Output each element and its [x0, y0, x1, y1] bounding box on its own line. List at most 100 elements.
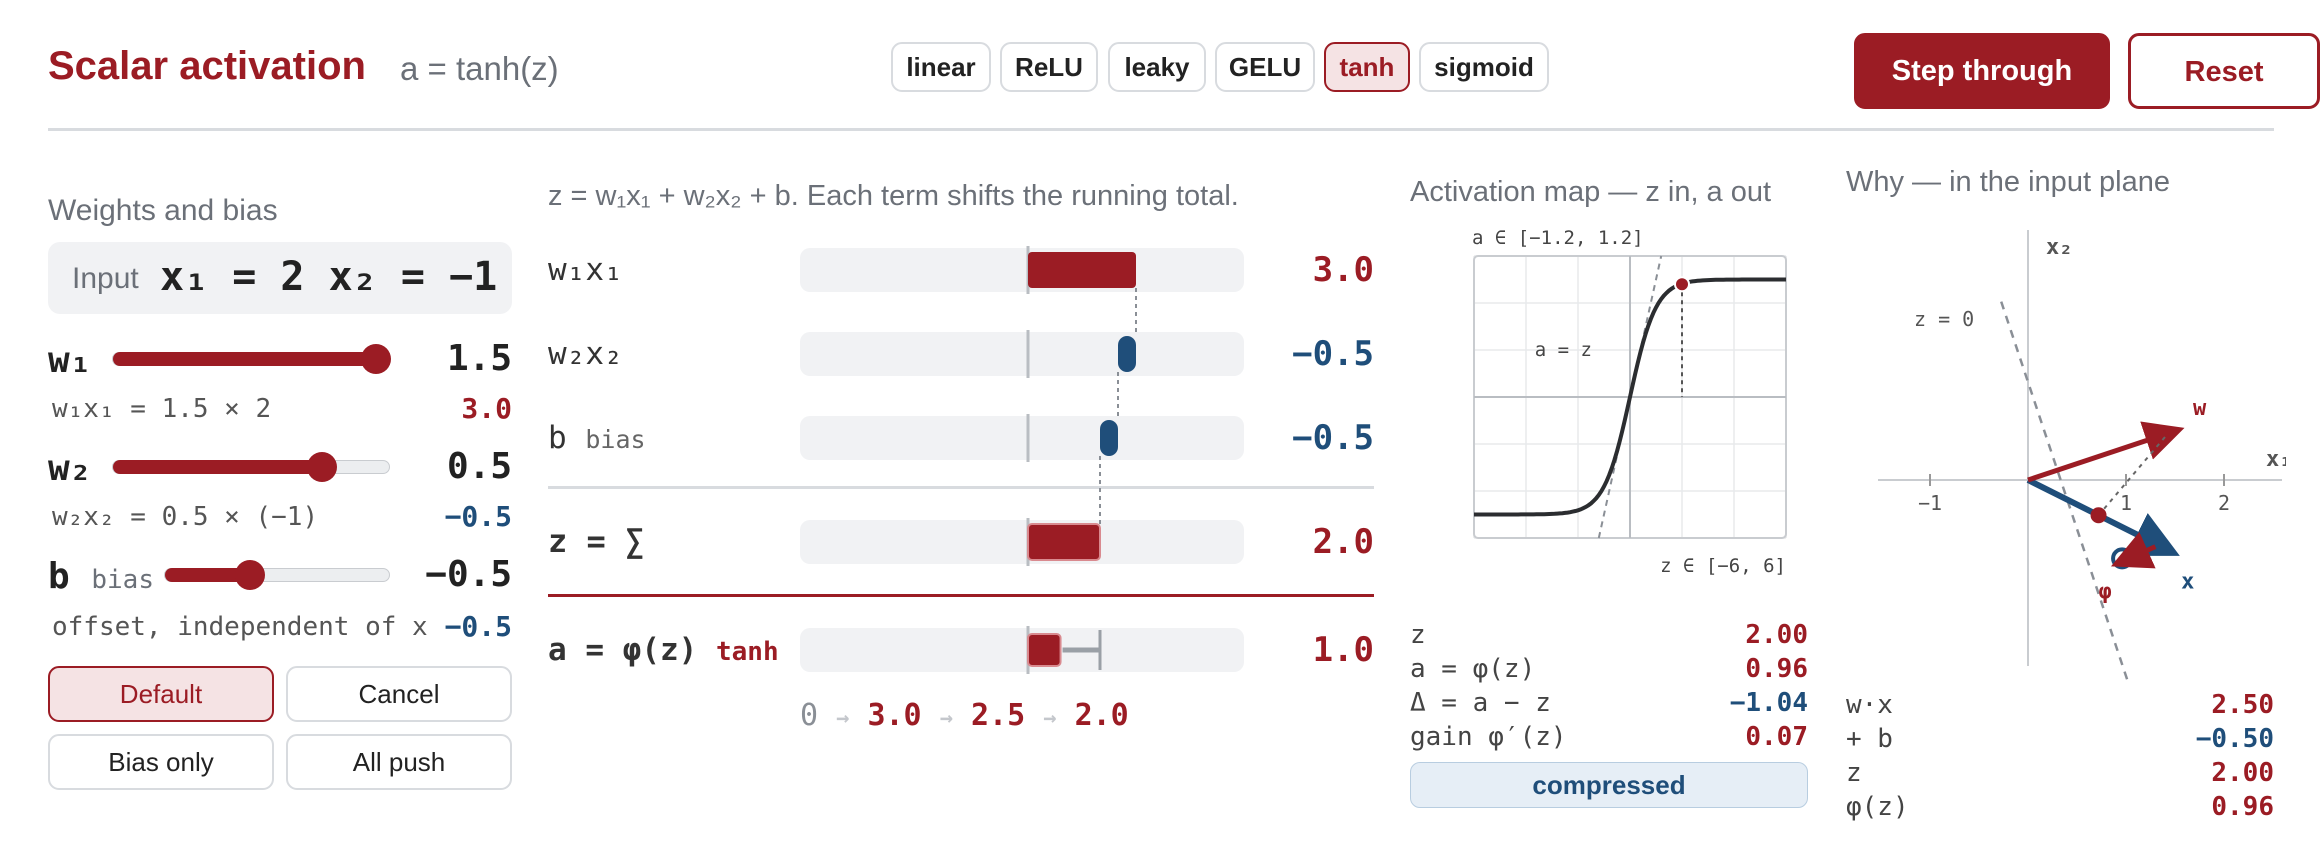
plane-stat-label: z	[1846, 758, 1862, 788]
w2-slider-handle[interactable]	[307, 452, 337, 482]
formula-text: a = tanh(z)	[400, 50, 559, 87]
step-through-button[interactable]: Step through	[1854, 33, 2110, 109]
bias-slider-handle[interactable]	[235, 560, 265, 590]
w2-value: 0.5	[446, 446, 512, 487]
activation-divider	[548, 594, 1374, 597]
plane-stat-label: w·x	[1846, 690, 1893, 720]
stat-label: z	[1410, 620, 1426, 650]
z-range-label: z ∈ [−6, 6]	[1660, 555, 1786, 577]
w-vector-label: w	[2193, 396, 2207, 421]
term-track-bias	[800, 416, 1244, 460]
plane-stat-label: φ(z)	[1846, 792, 1909, 822]
app-title: Scalar activation	[48, 44, 366, 88]
z-row-label: z = ∑	[548, 522, 645, 560]
activation-map-title: Activation map — z in, a out	[1410, 176, 1772, 208]
stat-value: −1.04	[1729, 688, 1808, 718]
tab-sigmoid[interactable]: sigmoid	[1419, 42, 1549, 92]
trace-arrow-2: →	[939, 706, 953, 731]
stat-value: 2.00	[1745, 620, 1808, 650]
sum-divider	[548, 486, 1374, 489]
reset-button[interactable]: Reset	[2128, 33, 2320, 109]
plane-stat-value: −0.50	[2195, 724, 2274, 754]
input-label: Input	[72, 262, 139, 295]
preset-cancel-button[interactable]: Cancel	[286, 666, 512, 722]
row-label-w2x2: w₂x₂	[548, 336, 623, 372]
trace-step-2: 2.5	[971, 698, 1026, 733]
input-value: x₁ = 2 x₂ = −1	[160, 254, 498, 300]
running-trace: 0 → 3.0 → 2.5 → 2.0	[800, 698, 1129, 733]
tab-leaky[interactable]: leaky	[1108, 42, 1206, 92]
stat-value: 0.07	[1745, 722, 1808, 752]
term-value-w2x2: −0.5	[1292, 334, 1374, 374]
stat-value: 0.96	[1745, 654, 1808, 684]
w1-slider-fill	[113, 352, 387, 366]
compressed-badge: compressed	[1410, 762, 1808, 808]
w2-product-value: −0.5	[444, 500, 512, 533]
trace-arrow-1: →	[836, 706, 850, 731]
w1-product-desc: w₁x₁ = 1.5 × 2	[52, 394, 272, 424]
tanh-curve	[1474, 277, 1786, 517]
w1-slider[interactable]	[112, 344, 391, 374]
param-name-w1: w₁	[48, 340, 92, 381]
a-range-label: a ∈ [−1.2, 1.2]	[1472, 227, 1644, 249]
x2-axis-label: x₂	[2046, 235, 2073, 260]
plane-tick-label: 2	[2218, 491, 2230, 515]
plane-stat-value: 2.00	[2211, 758, 2274, 788]
param-name-w2: w₂	[48, 448, 92, 489]
term-value-bias: −0.5	[1292, 418, 1374, 458]
tab-relu[interactable]: ReLU	[1000, 42, 1098, 92]
trace-step-1: 3.0	[867, 698, 922, 733]
bias-desc-value: −0.5	[444, 610, 512, 643]
term-value-w1x1: 3.0	[1312, 250, 1374, 290]
a-row-label: a = φ(z) tanh	[548, 632, 779, 668]
boundary-label: z = 0	[1914, 307, 1974, 331]
term-track-w2x2	[800, 332, 1244, 376]
x1-axis-label: x₁	[2266, 447, 2286, 472]
tab-tanh[interactable]: tanh	[1324, 42, 1410, 92]
trace-arrow-3: →	[1043, 706, 1057, 731]
bias-value: −0.5	[425, 554, 512, 595]
projection-point	[2090, 507, 2107, 524]
stat-label: gain φ′(z)	[1410, 722, 1567, 752]
tab-linear[interactable]: linear	[891, 42, 991, 92]
input-box: Input x₁ = 2 x₂ = −1	[48, 242, 512, 314]
trace-step-0: 0	[800, 698, 819, 733]
bias-slider[interactable]	[164, 560, 390, 590]
w2-slider-fill	[113, 460, 318, 474]
preset-all-push-button[interactable]: All push	[286, 734, 512, 790]
stat-label: Δ = a − z	[1410, 688, 1551, 718]
param-name-b: b bias	[48, 556, 154, 597]
activation-map-plot: a ∈ [−1.2, 1.2] a = z z ∈ [−6, 6]	[1472, 227, 1787, 577]
row-label-w1x1: w₁x₁	[548, 252, 623, 288]
sum-description: z = w₁x₁ + w₂x₂ + b. Each term shifts th…	[548, 180, 1239, 212]
input-plane-plot: x₁ x₂ −1 1 2 z = 0 w x φ	[1878, 230, 2286, 682]
w1-product-value: 3.0	[461, 392, 512, 425]
w2-slider[interactable]	[112, 452, 390, 482]
trace-step-3: 2.0	[1074, 698, 1129, 733]
header-bar: Scalar activation a = tanh(z) linear ReL…	[48, 28, 2320, 131]
tab-gelu[interactable]: GELU	[1215, 42, 1315, 92]
plane-tick-label: 1	[2120, 491, 2132, 515]
w2-product-desc: w₂x₂ = 0.5 × (−1)	[52, 502, 319, 532]
preset-default-button[interactable]: Default	[48, 666, 274, 722]
identity-label: a = z	[1535, 339, 1592, 361]
weights-section-title: Weights and bias	[48, 194, 278, 227]
preset-bias-only-button[interactable]: Bias only	[48, 734, 274, 790]
term-track-w1x1	[800, 248, 1244, 292]
phi-vector	[2110, 531, 2157, 569]
stat-label: a = φ(z)	[1410, 654, 1536, 684]
decision-boundary	[2000, 301, 2130, 682]
plane-stat-label: + b	[1846, 724, 1893, 754]
z-track	[800, 520, 1244, 564]
w1-slider-handle[interactable]	[361, 344, 391, 374]
a-row-value: 1.0	[1312, 630, 1374, 670]
row-label-bias: b bias	[548, 420, 646, 456]
plane-stat-value: 0.96	[2211, 792, 2274, 822]
w1-value: 1.5	[446, 338, 512, 379]
bias-slider-fill	[165, 568, 246, 582]
plane-stat-value: 2.50	[2211, 690, 2274, 720]
x-vector-label: x	[2181, 570, 2194, 595]
a-track	[800, 628, 1244, 672]
input-plane-title: Why — in the input plane	[1846, 166, 2171, 198]
phi-label: φ	[2099, 579, 2112, 604]
